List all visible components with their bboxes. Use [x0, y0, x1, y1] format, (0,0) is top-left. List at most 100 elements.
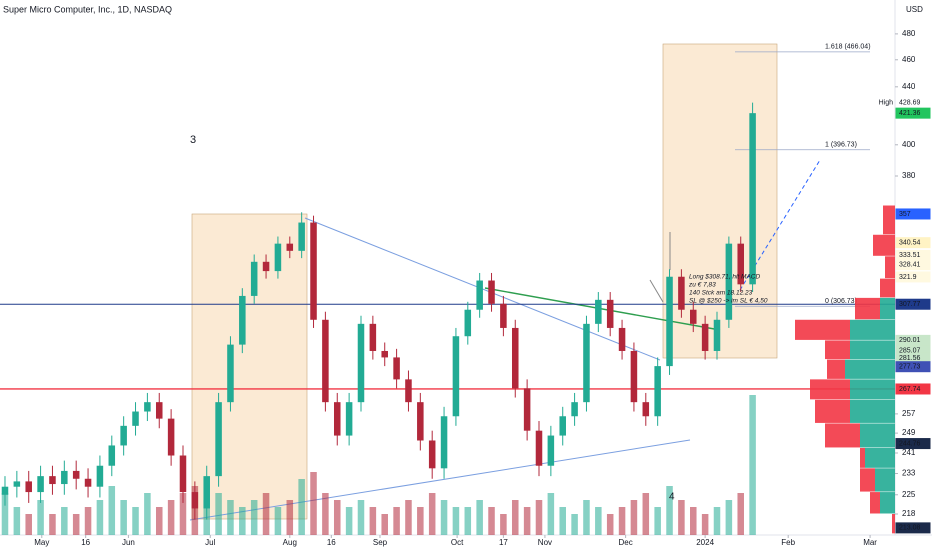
candle-body	[583, 323, 590, 403]
price-label-box	[895, 383, 931, 395]
trade-note: zu € 7,83	[688, 282, 716, 289]
candle-body	[155, 402, 163, 419]
volume-bar	[286, 500, 294, 535]
volume-bar	[322, 493, 329, 535]
projection-line	[739, 159, 821, 291]
volume-bar	[488, 507, 495, 535]
volume-bar	[428, 493, 436, 535]
volume-bar	[298, 479, 305, 535]
profile-buy	[865, 447, 895, 468]
volume-bar	[357, 500, 365, 535]
profile-sell	[815, 399, 850, 423]
y-tick-label: 460	[902, 55, 916, 64]
y-tick-label: 225	[902, 490, 916, 499]
x-tick-label: Dec	[619, 538, 633, 547]
profile-buy	[850, 379, 895, 400]
volume-bar	[666, 486, 673, 535]
price-label-box	[895, 298, 931, 310]
price-label: 340.54	[899, 240, 921, 247]
fib-label: 1.618 (466.04)	[825, 44, 871, 51]
fib-label: 0 (306.73)	[825, 298, 857, 305]
volume-bar	[571, 514, 578, 535]
x-tick-label: Aug	[283, 538, 297, 547]
candle-body	[215, 402, 222, 477]
volume-bar	[37, 500, 44, 535]
volume-bar	[689, 507, 697, 535]
price-label: 421.36	[899, 110, 921, 117]
pattern-box	[662, 43, 778, 359]
volume-bar	[239, 507, 246, 535]
profile-buy	[850, 340, 895, 360]
candle-body	[606, 299, 614, 328]
volume-bar	[606, 514, 614, 535]
volume-bar	[583, 500, 590, 535]
candle-body	[310, 222, 317, 320]
y-tick-label: 400	[902, 140, 916, 149]
price-label-box	[895, 259, 931, 271]
volume-bar	[381, 514, 388, 535]
profile-sell	[810, 379, 850, 400]
volume-bar	[61, 507, 68, 535]
price-label: 267.74	[899, 386, 921, 393]
candle-body	[333, 402, 341, 436]
volume-bar	[333, 500, 341, 535]
candle-body	[274, 243, 282, 272]
candle-body	[547, 435, 555, 466]
x-tick-label: Mar	[863, 538, 877, 547]
trade-note: Long $308.71, hit MACD	[689, 274, 760, 281]
x-tick-label: Feb	[781, 538, 795, 547]
x-tick-label: 2024	[696, 538, 714, 547]
volume-bar	[535, 500, 543, 535]
candle-body	[701, 323, 709, 351]
volume-bar	[72, 514, 80, 535]
candle-body	[239, 295, 246, 345]
chart-title: Super Micro Computer, Inc., 1D, NASDAQ	[3, 4, 172, 14]
candle-body	[179, 455, 187, 493]
volume-bar	[132, 507, 139, 535]
volume-bar	[49, 514, 56, 535]
x-tick-label: Jul	[205, 538, 215, 547]
pattern-box	[191, 213, 308, 520]
price-label: 244.76	[899, 440, 921, 447]
volume-bar	[262, 493, 270, 535]
volume-bar	[678, 500, 685, 535]
trade-note: SL @ $250 -> im SL € 4,50	[689, 298, 768, 305]
price-label: 333.51	[899, 252, 921, 259]
volume-bar	[511, 500, 519, 535]
volume-bar	[215, 493, 222, 535]
volume-bar	[405, 500, 412, 535]
volume-bar	[476, 500, 483, 535]
y-tick-label: 440	[902, 82, 916, 91]
profile-sell	[827, 359, 845, 379]
candle-body	[345, 402, 353, 436]
profile-sell	[860, 468, 875, 492]
annotation: 3	[190, 134, 196, 146]
candle-body	[559, 416, 566, 436]
profile-sell	[860, 447, 865, 468]
volume-bar	[227, 500, 234, 535]
y-tick-label: 380	[902, 171, 916, 180]
candle-body	[393, 357, 400, 380]
price-label: 357	[899, 211, 911, 218]
price-label-box	[895, 208, 931, 220]
price-label: 277.73	[899, 364, 921, 371]
candle-body	[298, 222, 305, 251]
price-label-box	[895, 271, 931, 283]
candle-body	[440, 416, 448, 469]
volume-bar	[96, 500, 104, 535]
candle-body	[713, 319, 721, 351]
candle-body	[417, 402, 424, 441]
x-tick-label: 17	[499, 538, 508, 547]
profile-buy	[850, 399, 895, 423]
candle-body	[25, 481, 32, 493]
volume-bar	[559, 507, 566, 535]
profile-sell	[825, 423, 860, 448]
arrow	[649, 279, 664, 303]
candle-body	[144, 402, 151, 412]
volume-bar	[144, 493, 151, 535]
high-label: High	[879, 99, 894, 106]
candle-body	[262, 261, 270, 272]
y-tick-label: 233	[902, 469, 916, 478]
candle-body	[1, 486, 9, 495]
volume-bar	[523, 507, 531, 535]
